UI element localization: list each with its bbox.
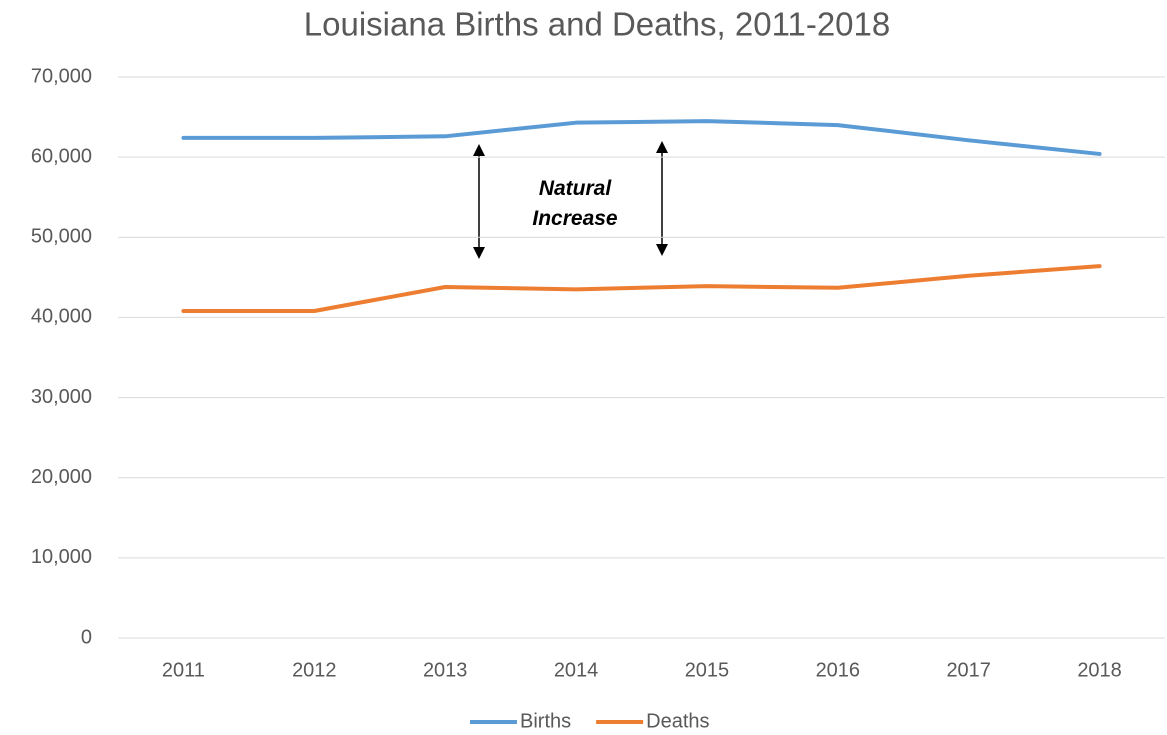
y-tick-label: 50,000 (31, 226, 92, 248)
y-tick-label: 30,000 (31, 386, 92, 408)
y-tick-label: 10,000 (31, 546, 92, 568)
y-tick-label: 20,000 (31, 466, 92, 488)
x-tick-label: 2013 (423, 659, 468, 681)
x-tick-label: 2012 (292, 659, 337, 681)
y-tick-label: 40,000 (31, 306, 92, 328)
x-tick-label: 2014 (554, 659, 599, 681)
x-tick-label: 2011 (162, 659, 205, 681)
series-line (181, 119, 1102, 156)
x-tick-label: 2016 (816, 659, 861, 681)
series-line (181, 264, 1102, 314)
x-tick-label: 2015 (685, 659, 730, 681)
y-tick-label: 0 (81, 626, 92, 648)
annotation: Natural Increase (532, 177, 618, 230)
y-tick-label: 60,000 (31, 145, 92, 167)
chart-title: Louisiana Births and Deaths, 2011-2018 (304, 6, 890, 43)
legend-label: Deaths (646, 710, 709, 732)
y-tick-label: 70,000 (31, 65, 92, 87)
x-tick-label: 2017 (946, 659, 991, 681)
legend-label: Births (520, 710, 571, 732)
x-tick-label: 2018 (1077, 659, 1122, 681)
